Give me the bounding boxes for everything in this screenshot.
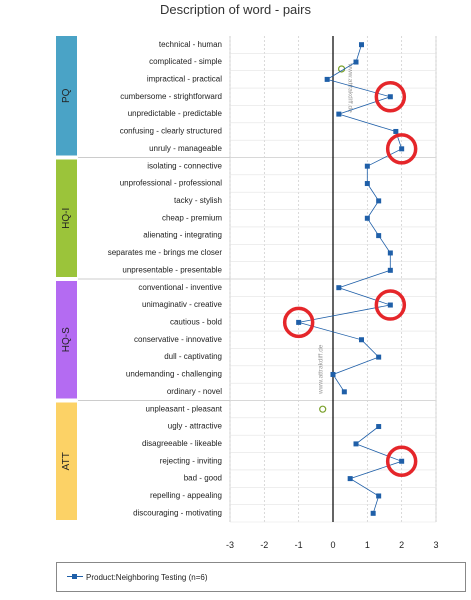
watermark-text: www.attrakdiff.de: [318, 344, 325, 395]
group-block-pq: [56, 36, 77, 156]
legend-series-label: Product:Neighboring Testing (n=6): [86, 572, 208, 582]
data-point: [324, 76, 330, 82]
category-label: discouraging - motivating: [133, 508, 222, 517]
category-label: cautious - bold: [170, 318, 222, 327]
category-label: cumbersome - strightforward: [120, 92, 222, 101]
category-label: conventional - inventive: [138, 283, 222, 292]
data-point: [364, 215, 370, 221]
category-label: unpleasant - pleasant: [146, 404, 223, 413]
category-label: repelling - appealing: [150, 491, 222, 500]
category-label: rejecting - inviting: [160, 456, 222, 465]
data-point: [376, 354, 382, 360]
highlight-circle: [282, 306, 315, 339]
data-point: [296, 319, 302, 325]
group-block-att: [56, 402, 77, 520]
group-label: HQ-S: [61, 327, 72, 352]
data-point: [387, 250, 393, 256]
category-label: unimaginativ - creative: [142, 300, 223, 309]
data-point: [376, 233, 382, 239]
data-point: [353, 59, 359, 65]
category-label: unprofessional - professional: [120, 179, 223, 188]
category-label: dull - captivating: [164, 352, 222, 361]
data-point: [387, 302, 393, 308]
data-point: [358, 337, 364, 343]
data-point: [353, 441, 359, 447]
data-point: [364, 163, 370, 169]
data-point: [336, 111, 342, 117]
x-tick-label: -3: [226, 540, 234, 550]
highlight-circle: [374, 81, 407, 113]
data-point: [364, 181, 370, 187]
x-tick-label: 3: [433, 540, 438, 550]
data-point: [393, 128, 399, 134]
data-point: [376, 198, 382, 204]
data-point: [387, 94, 393, 100]
category-label: impractical - practical: [147, 75, 222, 84]
category-label: disagreeable - likeable: [142, 439, 223, 448]
category-label: unpredictable - predictable: [128, 109, 223, 118]
category-label: unpresentable - presentable: [122, 265, 222, 274]
category-label: cheap - premium: [162, 213, 222, 222]
legend-series-swatch: [67, 572, 83, 582]
data-point: [376, 493, 382, 499]
group-label: ATT: [61, 452, 72, 470]
data-point: [399, 458, 405, 464]
x-tick-label: -2: [260, 540, 268, 550]
data-point: [387, 267, 393, 273]
x-tick-label: -1: [295, 540, 303, 550]
category-label: ugly - attractive: [168, 422, 223, 431]
x-tick-label: 2: [399, 540, 404, 550]
data-point: [330, 371, 336, 377]
category-label: unruly - manageable: [149, 144, 222, 153]
category-label: confusing - clearly structured: [120, 127, 222, 136]
data-point: [336, 285, 342, 291]
category-label: separates me - brings me closer: [108, 248, 223, 257]
group-block-hq-i: [56, 159, 77, 277]
category-label: complicated - simple: [149, 57, 222, 66]
chart-title: Description of word - pairs: [160, 2, 311, 17]
group-label: PQ: [61, 88, 72, 103]
group-label: HQ-I: [61, 208, 72, 229]
x-tick-label: 0: [330, 540, 335, 550]
data-point: [341, 389, 347, 395]
data-point: [358, 42, 364, 48]
x-tick-label: 1: [365, 540, 370, 550]
highlight-circle: [385, 445, 418, 477]
data-point: [399, 146, 405, 152]
chart-legend: Product:Neighboring Testing (n=6): [56, 562, 466, 592]
watermark-text: www.attrakdiff.de: [346, 62, 353, 113]
category-label: isolating - connective: [147, 161, 222, 170]
group-block-hq-s: [56, 281, 77, 399]
data-point: [370, 510, 376, 516]
category-label: ordinary - novel: [167, 387, 222, 396]
highlight-circle: [374, 289, 407, 321]
category-label: technical - human: [159, 40, 222, 49]
category-label: conservative - innovative: [134, 335, 223, 344]
data-point: [376, 424, 382, 430]
highlight-circle: [385, 133, 418, 165]
category-label: alienating - integrating: [143, 231, 222, 240]
watermark-logo: [319, 405, 327, 413]
category-label: bad - good: [184, 474, 222, 483]
data-point: [347, 476, 353, 482]
category-label: tacky - stylish: [174, 196, 222, 205]
category-label: undemanding - challenging: [126, 370, 222, 379]
